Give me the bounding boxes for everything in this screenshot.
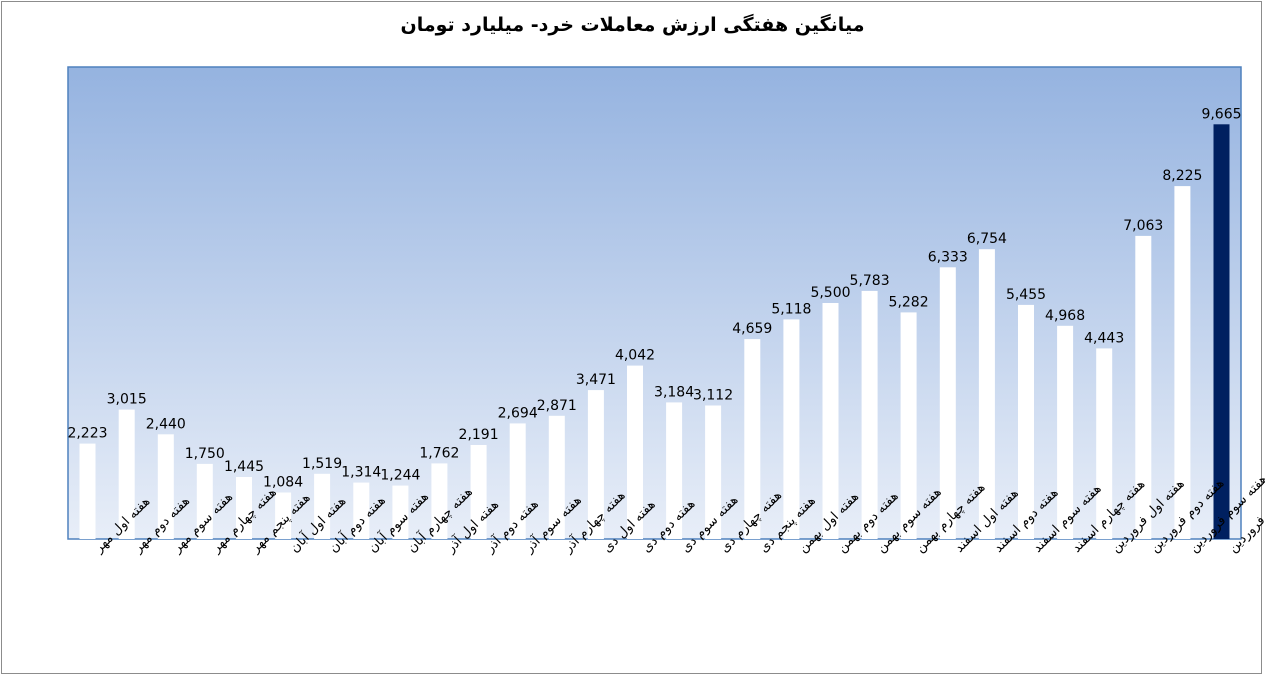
bar <box>1057 325 1074 539</box>
data-label: 9,665 <box>1201 106 1241 122</box>
data-label: 1,244 <box>380 468 420 484</box>
data-label: 3,015 <box>107 392 147 408</box>
data-label: 1,519 <box>302 456 342 472</box>
data-label: 2,191 <box>459 427 499 443</box>
bar <box>627 365 643 539</box>
bar <box>587 390 604 539</box>
bar <box>705 405 722 539</box>
data-label: 2,223 <box>67 426 107 442</box>
bar <box>509 423 526 539</box>
data-label: 5,118 <box>771 301 811 317</box>
data-label: 3,184 <box>654 384 694 400</box>
data-label: 4,042 <box>615 348 655 364</box>
bar <box>666 402 683 539</box>
data-label: 1,750 <box>185 446 225 462</box>
bar <box>1096 348 1113 539</box>
data-label: 5,783 <box>850 273 890 289</box>
data-label: 1,084 <box>263 475 303 491</box>
bar <box>1174 186 1191 539</box>
data-label: 8,225 <box>1162 168 1202 184</box>
bar <box>1135 235 1152 539</box>
bar <box>1018 304 1034 539</box>
data-label: 5,455 <box>1006 287 1046 303</box>
data-label: 2,694 <box>498 405 538 421</box>
bar <box>275 492 292 539</box>
data-label: 5,282 <box>889 294 929 310</box>
data-label: 5,500 <box>810 285 850 301</box>
data-label: 7,063 <box>1123 218 1163 234</box>
bar <box>978 249 995 539</box>
bar <box>939 267 956 539</box>
bar <box>470 445 487 539</box>
data-label: 1,762 <box>419 445 459 461</box>
bar <box>236 477 252 539</box>
data-label: 2,440 <box>146 416 186 432</box>
bar <box>548 415 565 539</box>
plot-area <box>67 66 1242 540</box>
data-label: 2,871 <box>537 398 577 414</box>
bar <box>79 443 96 539</box>
bar <box>744 339 761 539</box>
bar <box>353 482 370 539</box>
chart-title: میانگین هفتگی ارزش معاملات خرد- میلیارد … <box>400 14 865 36</box>
data-label: 4,968 <box>1045 308 1085 324</box>
bar <box>783 319 800 539</box>
bar <box>392 485 409 539</box>
bar <box>822 303 839 539</box>
bar <box>431 463 448 539</box>
data-label: 4,659 <box>732 321 772 337</box>
data-label: 1,445 <box>224 459 264 475</box>
data-label: 6,333 <box>928 249 968 265</box>
bar <box>861 290 878 539</box>
data-label: 3,112 <box>693 388 733 404</box>
bar <box>1213 124 1230 540</box>
data-label: 3,471 <box>576 372 616 388</box>
bar <box>900 312 917 539</box>
data-label: 1,314 <box>341 465 381 481</box>
bar <box>157 434 174 539</box>
data-label: 4,443 <box>1084 330 1124 346</box>
bar <box>196 463 213 539</box>
bar <box>314 473 331 539</box>
data-label: 6,754 <box>967 231 1007 247</box>
bar <box>118 409 135 539</box>
